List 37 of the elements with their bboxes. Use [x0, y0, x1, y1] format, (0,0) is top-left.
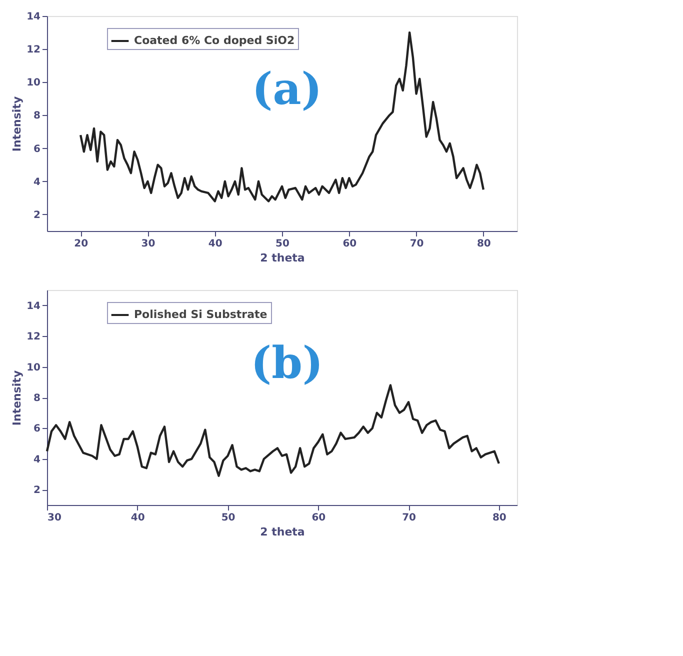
line-series: [79, 31, 485, 202]
x-axis-title: 2 theta: [260, 252, 305, 264]
y-tick-label: 4: [34, 454, 41, 466]
x-tick-label: 80: [476, 238, 491, 250]
y-tick-label: 8: [34, 393, 41, 404]
line-series: [46, 384, 500, 477]
y-axis-title: Intensity: [10, 96, 24, 152]
x-tick-label: 50: [221, 512, 236, 524]
y-tick-label: 2: [34, 210, 41, 221]
y-tick-label: 10: [26, 362, 41, 374]
annotation: (a): [252, 64, 322, 115]
annotation: (b): [250, 338, 324, 389]
x-tick-label: 30: [48, 512, 62, 524]
y-tick-label: 14: [26, 12, 41, 22]
y-tick-label: 2: [34, 485, 41, 496]
x-tick-label: 40: [130, 512, 145, 524]
y-tick-label: 6: [34, 424, 41, 435]
x-tick-label: 70: [402, 512, 416, 524]
x-tick-label: 40: [208, 238, 222, 250]
x-tick-label: 30: [141, 238, 156, 250]
x-tick-label: 80: [492, 512, 506, 524]
y-axis-title: Intensity: [10, 370, 24, 426]
x-tick-label: 70: [410, 238, 424, 250]
legend-label: Polished Si Substrate: [134, 308, 268, 321]
y-tick-label: 12: [26, 44, 41, 56]
y-tick-label: 8: [34, 110, 41, 122]
x-axis-title: 2 theta: [260, 526, 305, 538]
x-tick-label: 60: [342, 238, 357, 250]
y-tick-label: 4: [34, 176, 41, 188]
y-tick-label: 14: [26, 300, 41, 312]
x-tick-label: 60: [312, 512, 326, 524]
x-tick-label: 50: [276, 238, 290, 250]
y-tick-label: 12: [26, 332, 41, 343]
y-tick-label: 6: [34, 144, 41, 155]
legend-label: Coated 6% Co doped SiO2: [134, 34, 295, 47]
x-tick-label: 20: [74, 238, 88, 250]
y-tick-label: 10: [26, 78, 41, 89]
